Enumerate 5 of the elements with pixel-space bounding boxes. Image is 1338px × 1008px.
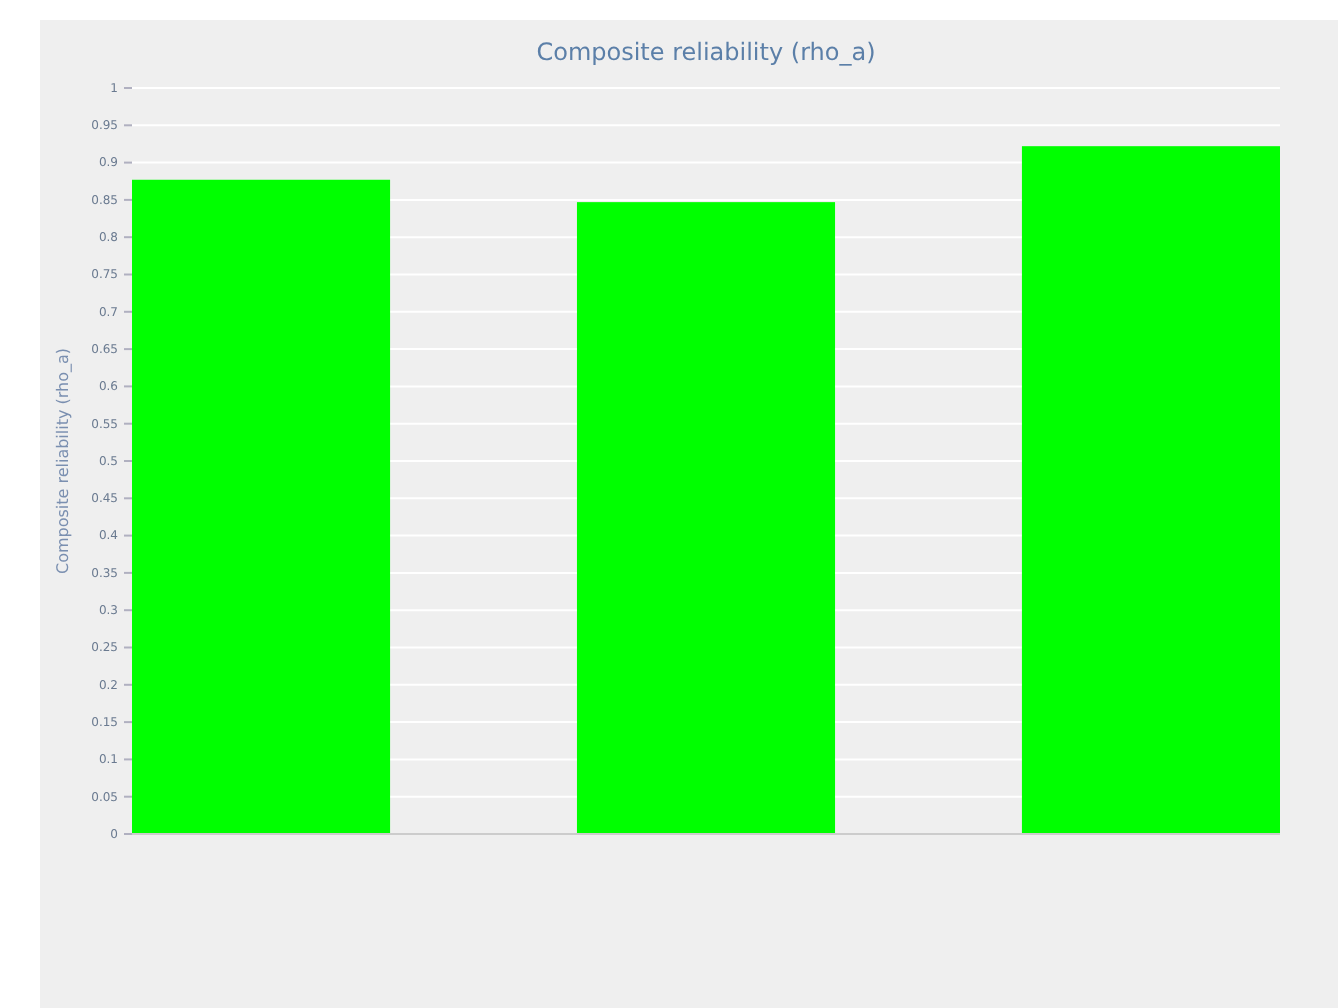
bar — [132, 179, 391, 834]
bar — [576, 202, 836, 834]
chart-title: Composite reliability (rho_a) — [536, 38, 876, 66]
bar — [1021, 146, 1280, 834]
y-axis-title: Composite reliability (rho_a) — [54, 347, 72, 575]
